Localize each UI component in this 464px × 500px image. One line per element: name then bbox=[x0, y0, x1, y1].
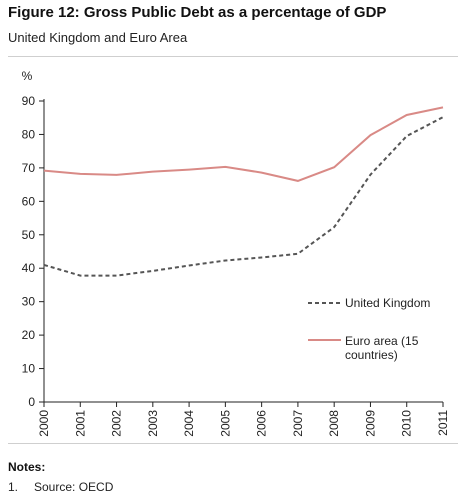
legend: United Kingdom Euro area (15 countries) bbox=[308, 296, 430, 362]
y-axis: % 0 10 20 30 40 50 60 70 80 90 bbox=[22, 69, 45, 409]
series-line-united-kingdom bbox=[43, 116, 444, 277]
y-tick-label: 80 bbox=[22, 127, 36, 141]
x-tick-label: 2000 bbox=[37, 410, 51, 437]
notes-item: 1. Source: OECD bbox=[8, 480, 113, 494]
x-tick-label: 2004 bbox=[182, 410, 196, 437]
x-tick-label: 2001 bbox=[73, 410, 87, 437]
y-tick-label: 0 bbox=[28, 395, 35, 409]
legend-label-line: Euro area (15 bbox=[345, 334, 419, 348]
figure-subtitle: United Kingdom and Euro Area bbox=[8, 30, 188, 45]
notes-heading: Notes: bbox=[8, 460, 46, 474]
x-tick-label: 2002 bbox=[110, 410, 124, 437]
legend-label-united-kingdom: United Kingdom bbox=[345, 296, 430, 310]
chart-frame bbox=[8, 56, 458, 444]
y-tick-label: 10 bbox=[22, 362, 36, 376]
y-tick-label: 50 bbox=[22, 228, 36, 242]
x-tick-label: 2011 bbox=[436, 410, 450, 436]
y-tick-label: 60 bbox=[22, 194, 36, 208]
y-tick-label: 90 bbox=[22, 94, 36, 108]
y-tick-label: 40 bbox=[22, 261, 36, 275]
x-tick-label: 2010 bbox=[400, 410, 414, 437]
series-line-euro-area bbox=[43, 106, 444, 182]
y-axis-unit-label: % bbox=[22, 69, 33, 83]
figure-title: Figure 12: Gross Public Debt as a percen… bbox=[8, 4, 387, 21]
notes-item-text: Source: OECD bbox=[34, 480, 114, 494]
x-tick-label: 2009 bbox=[363, 410, 377, 437]
y-tick-label: 30 bbox=[22, 295, 36, 309]
x-tick-label: 2006 bbox=[255, 410, 269, 437]
x-tick-label: 2005 bbox=[218, 410, 232, 437]
legend-label-euro-area: Euro area (15 countries) bbox=[345, 334, 419, 362]
series-lines bbox=[43, 106, 444, 277]
y-tick-label: 70 bbox=[22, 161, 36, 175]
legend-label-line: countries) bbox=[345, 348, 398, 362]
x-tick-label: 2007 bbox=[291, 410, 305, 437]
x-tick-label: 2003 bbox=[146, 410, 160, 437]
notes-item-number: 1. bbox=[8, 480, 19, 494]
y-tick-label: 20 bbox=[22, 328, 36, 342]
x-tick-label: 2008 bbox=[327, 410, 341, 437]
x-axis: 2000 2001 2002 2003 2004 2005 2006 2007 2008 2009… bbox=[37, 401, 450, 437]
